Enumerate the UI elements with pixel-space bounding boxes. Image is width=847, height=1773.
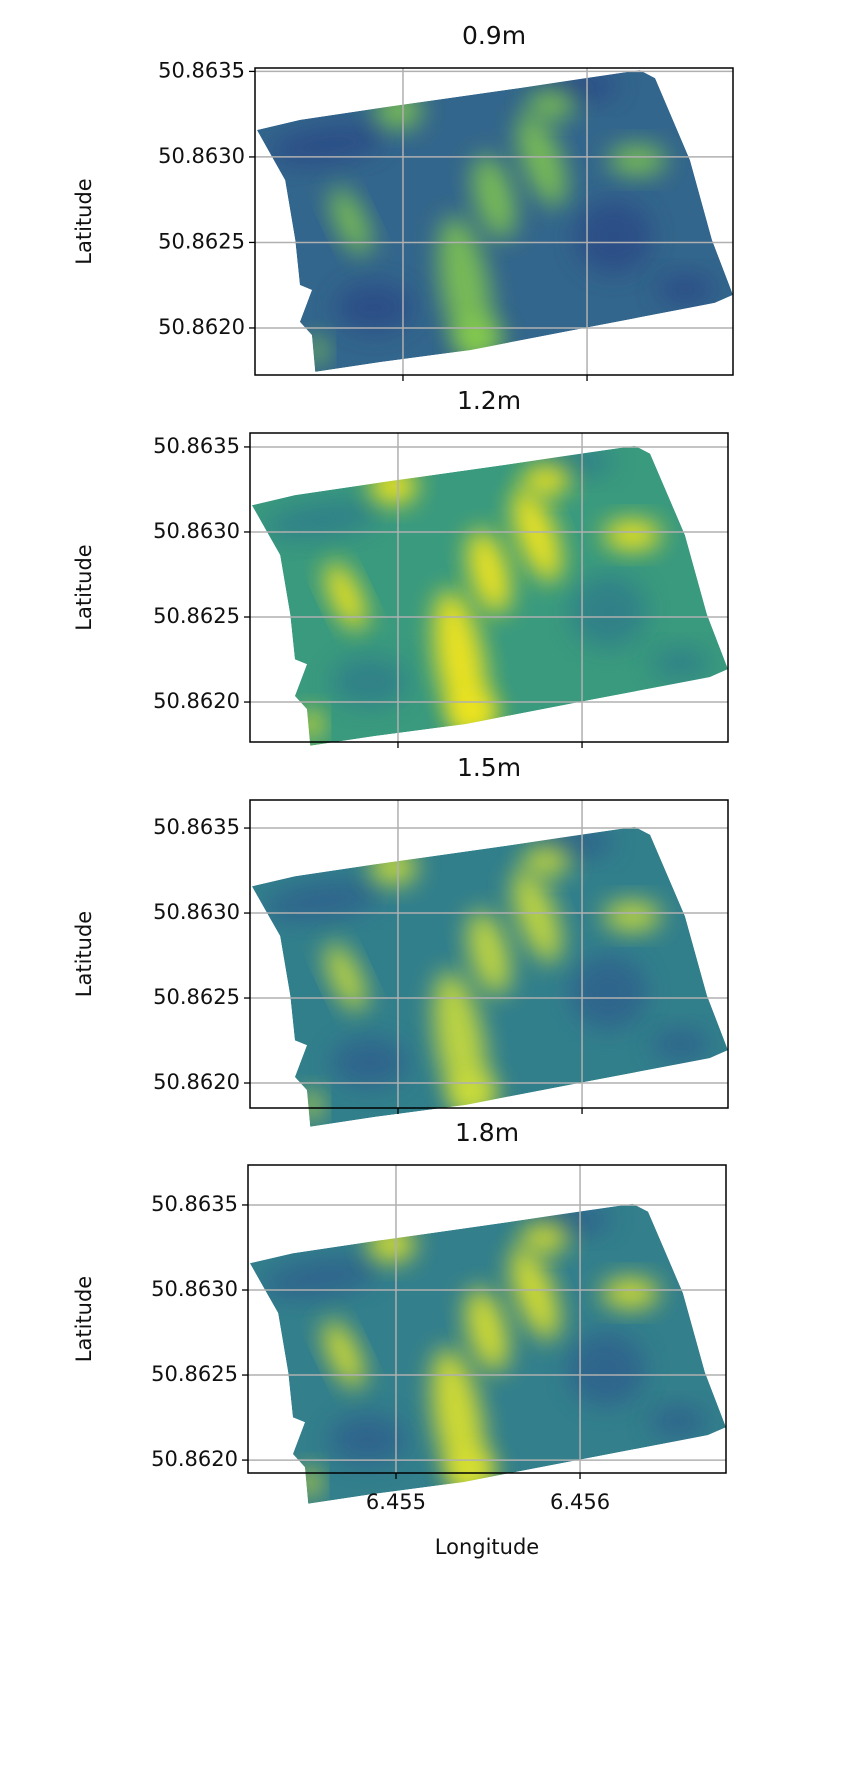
y-axis-label: Latitude: [72, 911, 96, 997]
y-tick-label: 50.8620: [153, 1070, 240, 1094]
panel-title: 0.9m: [462, 21, 526, 50]
field-patch: [331, 656, 408, 707]
field-patch: [608, 144, 667, 176]
panel-title: 1.8m: [455, 1118, 519, 1147]
field-patch: [651, 647, 709, 679]
field-patch: [527, 89, 576, 121]
field-patch: [330, 187, 371, 256]
field-patch: [575, 200, 652, 274]
field-patch: [455, 319, 504, 357]
y-tick-label: 50.8625: [153, 985, 240, 1009]
field-patch: [467, 529, 511, 614]
field-patch: [568, 1332, 645, 1407]
y-tick-label: 50.8620: [153, 689, 240, 713]
y-tick-label: 50.8630: [158, 144, 245, 168]
field-patch: [450, 1074, 499, 1112]
field-patch: [522, 845, 571, 877]
field-patch: [601, 1277, 660, 1309]
field-patch: [512, 869, 562, 963]
y-tick-label: 50.8635: [153, 434, 240, 458]
y-axis-label: Latitude: [72, 178, 96, 264]
field-patch: [331, 1037, 408, 1088]
field-patch: [336, 282, 413, 333]
field-patch: [465, 1287, 509, 1372]
field-patch: [264, 880, 379, 921]
field-patch: [656, 273, 714, 305]
y-tick-label: 50.8630: [153, 900, 240, 924]
plot-frame: [254, 67, 734, 376]
field-patch: [369, 848, 418, 886]
y-axis-label: Latitude: [72, 1276, 96, 1362]
panel: 50.8620 50.8625 50.8630 50.8635 1.2m Latitude: [72, 386, 729, 748]
y-tick-label: 50.8620: [151, 1447, 238, 1471]
y-tick-label: 50.8630: [153, 519, 240, 543]
x-axis-label: Longitude: [435, 1535, 539, 1559]
y-tick-label: 50.8620: [158, 315, 245, 339]
plot-frame: [249, 432, 729, 743]
y-tick-label: 50.8630: [151, 1277, 238, 1301]
field-patch: [307, 335, 327, 366]
field: [249, 1203, 726, 1504]
field-patch: [374, 92, 423, 130]
y-tick-label: 50.8625: [153, 604, 240, 628]
y-tick-label: 50.8635: [151, 1192, 238, 1216]
field-patch: [570, 574, 647, 649]
field-patch: [603, 519, 662, 551]
y-tick-label: 50.8635: [158, 58, 245, 82]
field: [251, 445, 728, 746]
field-patch: [369, 467, 418, 505]
field-patch: [269, 124, 384, 165]
field-patch: [450, 693, 499, 731]
field-patch: [302, 1089, 322, 1121]
field-patch: [367, 1225, 416, 1263]
y-tick-label: 50.8635: [153, 815, 240, 839]
panel-title: 1.2m: [457, 386, 521, 415]
field-patch: [603, 900, 662, 932]
field-patch: [512, 488, 562, 583]
field-patch: [570, 955, 647, 1030]
plot-frame: [247, 1164, 727, 1474]
panel: 50.8620 50.8625 50.8630 50.8635 0.9m Latitude: [72, 21, 734, 381]
panel: 50.8620 50.8625 50.8630 50.8635 6.455 6.456 1.…: [72, 1118, 727, 1559]
field-patch: [264, 499, 379, 540]
field-patch: [472, 155, 516, 239]
field: [251, 826, 728, 1127]
field-patch: [467, 910, 511, 995]
field-patch: [300, 1467, 320, 1498]
field-patch: [651, 1028, 709, 1060]
y-tick-label: 50.8625: [151, 1362, 238, 1386]
field-patch: [329, 1415, 406, 1465]
field-patch: [325, 943, 366, 1012]
x-tick-label: 6.455: [366, 1490, 426, 1514]
plot-frame: [249, 799, 729, 1109]
x-tick-label: 6.456: [550, 1490, 610, 1514]
field-patch: [649, 1405, 707, 1437]
field-patch: [522, 464, 571, 496]
field-patch: [448, 1451, 497, 1489]
field: [256, 70, 733, 372]
field-patch: [325, 562, 366, 631]
field-patch: [323, 1320, 364, 1389]
field-patch: [510, 1246, 560, 1340]
field-patch: [262, 1257, 377, 1298]
field-patch: [302, 708, 322, 740]
y-axis-label: Latitude: [72, 544, 96, 630]
panel: 50.8620 50.8625 50.8630 50.8635 1.5m Latitude: [72, 753, 729, 1127]
y-tick-label: 50.8625: [158, 229, 245, 253]
field-patch: [517, 113, 567, 207]
panel-title: 1.5m: [457, 753, 521, 782]
field-patch: [520, 1222, 569, 1254]
